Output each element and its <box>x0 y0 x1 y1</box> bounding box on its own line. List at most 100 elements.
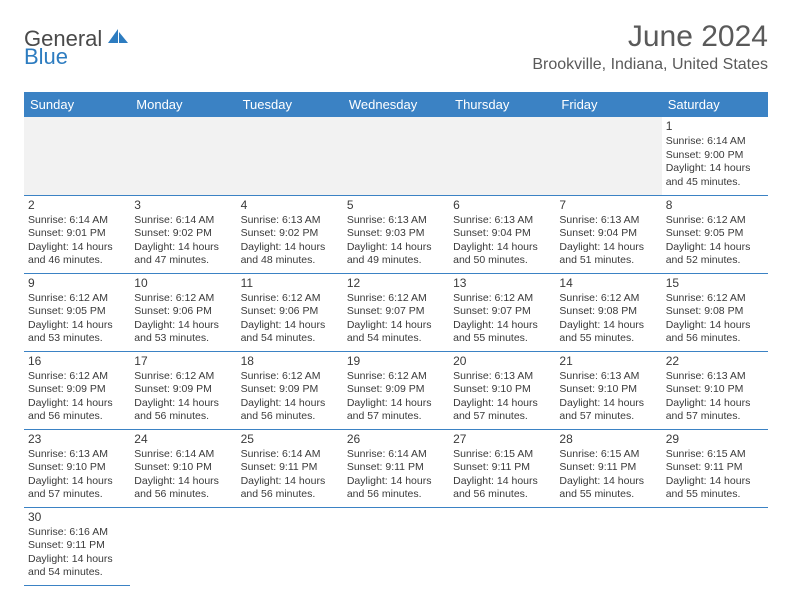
calendar-row: 23Sunrise: 6:13 AM Sunset: 9:10 PM Dayligh… <box>24 429 768 507</box>
sunset-text: Sunset: 9:07 PM <box>347 305 445 318</box>
day-number: 20 <box>453 354 551 369</box>
daylight-text: and 52 minutes. <box>666 254 764 267</box>
day-number: 25 <box>241 432 339 447</box>
sunset-text: Sunset: 9:11 PM <box>241 461 339 474</box>
calendar-cell: 30Sunrise: 6:16 AMSunset: 9:11 PMDayligh… <box>24 507 130 585</box>
day-number: 29 <box>666 432 764 447</box>
day-number: 6 <box>453 198 551 213</box>
weekday-header: Wednesday <box>343 92 449 117</box>
day-number: 26 <box>347 432 445 447</box>
daylight-text: Daylight: 14 hours <box>453 241 551 254</box>
calendar-cell <box>130 117 236 195</box>
sunrise-text: Sunrise: 6:12 AM <box>559 292 657 305</box>
daylight-text: Daylight: 14 hours <box>28 475 126 488</box>
daylight-text: Daylight: 14 hours <box>559 397 657 410</box>
sunset-text: Sunset: 9:09 PM <box>28 383 126 396</box>
daylight-text: and 57 minutes. <box>347 410 445 423</box>
sunrise-text: Sunrise: 6:12 AM <box>241 370 339 383</box>
day-number: 12 <box>347 276 445 291</box>
daylight-text: and 56 minutes. <box>134 488 232 501</box>
sunrise-text: Sunrise: 6:16 AM <box>28 526 126 539</box>
sunrise-text: Sunrise: 6:14 AM <box>28 214 126 227</box>
sunset-text: Sunset: 9:06 PM <box>134 305 232 318</box>
daylight-text: Daylight: 14 hours <box>28 553 126 566</box>
day-number: 15 <box>666 276 764 291</box>
calendar-row: 2Sunrise: 6:14 AMSunset: 9:01 PMDaylight… <box>24 195 768 273</box>
daylight-text: Daylight: 14 hours <box>453 319 551 332</box>
daylight-text: Daylight: 14 hours <box>666 241 764 254</box>
daylight-text: Daylight: 14 hours <box>666 397 764 410</box>
calendar-cell: 23Sunrise: 6:13 AMSunset: 9:10 PMDayligh… <box>24 429 130 507</box>
daylight-text: and 56 minutes. <box>347 488 445 501</box>
daylight-text: and 55 minutes. <box>666 488 764 501</box>
calendar-cell: 12Sunrise: 6:12 AMSunset: 9:07 PMDayligh… <box>343 273 449 351</box>
weekday-header: Tuesday <box>237 92 343 117</box>
sunrise-text: Sunrise: 6:12 AM <box>347 292 445 305</box>
weekday-header-row: Sunday Monday Tuesday Wednesday Thursday… <box>24 92 768 117</box>
daylight-text: and 48 minutes. <box>241 254 339 267</box>
calendar-cell: 9Sunrise: 6:12 AMSunset: 9:05 PMDaylight… <box>24 273 130 351</box>
weekday-header: Thursday <box>449 92 555 117</box>
day-number: 23 <box>28 432 126 447</box>
sunset-text: Sunset: 9:07 PM <box>453 305 551 318</box>
day-number: 21 <box>559 354 657 369</box>
daylight-text: Daylight: 14 hours <box>559 241 657 254</box>
calendar-cell <box>237 507 343 585</box>
sunset-text: Sunset: 9:10 PM <box>134 461 232 474</box>
sail-icon <box>106 27 130 50</box>
sunrise-text: Sunrise: 6:12 AM <box>347 370 445 383</box>
calendar-cell: 3Sunrise: 6:14 AMSunset: 9:02 PMDaylight… <box>130 195 236 273</box>
daylight-text: and 49 minutes. <box>347 254 445 267</box>
daylight-text: and 56 minutes. <box>241 410 339 423</box>
daylight-text: and 54 minutes. <box>241 332 339 345</box>
calendar-cell: 17Sunrise: 6:12 AMSunset: 9:09 PMDayligh… <box>130 351 236 429</box>
sunset-text: Sunset: 9:05 PM <box>28 305 126 318</box>
calendar-cell: 21Sunrise: 6:13 AMSunset: 9:10 PMDayligh… <box>555 351 661 429</box>
calendar-row: 30Sunrise: 6:16 AMSunset: 9:11 PMDayligh… <box>24 507 768 585</box>
daylight-text: Daylight: 14 hours <box>28 241 126 254</box>
daylight-text: and 45 minutes. <box>666 176 764 189</box>
sunrise-text: Sunrise: 6:12 AM <box>666 214 764 227</box>
calendar-cell <box>449 507 555 585</box>
calendar-cell <box>662 507 768 585</box>
sunset-text: Sunset: 9:08 PM <box>559 305 657 318</box>
sunrise-text: Sunrise: 6:13 AM <box>347 214 445 227</box>
daylight-text: Daylight: 14 hours <box>134 397 232 410</box>
calendar-cell <box>24 117 130 195</box>
daylight-text: and 56 minutes. <box>453 488 551 501</box>
daylight-text: Daylight: 14 hours <box>666 162 764 175</box>
calendar-cell: 25Sunrise: 6:14 AMSunset: 9:11 PMDayligh… <box>237 429 343 507</box>
calendar-body: 1Sunrise: 6:14 AMSunset: 9:00 PMDaylight… <box>24 117 768 585</box>
daylight-text: Daylight: 14 hours <box>453 397 551 410</box>
calendar-cell: 20Sunrise: 6:13 AMSunset: 9:10 PMDayligh… <box>449 351 555 429</box>
sunrise-text: Sunrise: 6:12 AM <box>666 292 764 305</box>
sunrise-text: Sunrise: 6:12 AM <box>241 292 339 305</box>
logo-text-blue: Blue <box>24 44 68 70</box>
sunrise-text: Sunrise: 6:15 AM <box>666 448 764 461</box>
day-number: 17 <box>134 354 232 369</box>
day-number: 22 <box>666 354 764 369</box>
day-number: 27 <box>453 432 551 447</box>
daylight-text: Daylight: 14 hours <box>559 475 657 488</box>
daylight-text: Daylight: 14 hours <box>241 475 339 488</box>
sunrise-text: Sunrise: 6:13 AM <box>28 448 126 461</box>
day-number: 9 <box>28 276 126 291</box>
sunset-text: Sunset: 9:11 PM <box>347 461 445 474</box>
calendar-cell: 11Sunrise: 6:12 AMSunset: 9:06 PMDayligh… <box>237 273 343 351</box>
calendar-cell: 2Sunrise: 6:14 AMSunset: 9:01 PMDaylight… <box>24 195 130 273</box>
sunrise-text: Sunrise: 6:13 AM <box>453 370 551 383</box>
calendar-cell: 29Sunrise: 6:15 AMSunset: 9:11 PMDayligh… <box>662 429 768 507</box>
calendar-cell: 5Sunrise: 6:13 AMSunset: 9:03 PMDaylight… <box>343 195 449 273</box>
title-block: June 2024 Brookville, Indiana, United St… <box>532 20 768 74</box>
daylight-text: and 47 minutes. <box>134 254 232 267</box>
sunset-text: Sunset: 9:11 PM <box>453 461 551 474</box>
daylight-text: and 57 minutes. <box>559 410 657 423</box>
daylight-text: and 56 minutes. <box>28 410 126 423</box>
calendar-cell: 27Sunrise: 6:15 AMSunset: 9:11 PMDayligh… <box>449 429 555 507</box>
sunrise-text: Sunrise: 6:12 AM <box>453 292 551 305</box>
sunset-text: Sunset: 9:10 PM <box>559 383 657 396</box>
day-number: 18 <box>241 354 339 369</box>
calendar-cell <box>130 507 236 585</box>
day-number: 24 <box>134 432 232 447</box>
sunset-text: Sunset: 9:02 PM <box>241 227 339 240</box>
